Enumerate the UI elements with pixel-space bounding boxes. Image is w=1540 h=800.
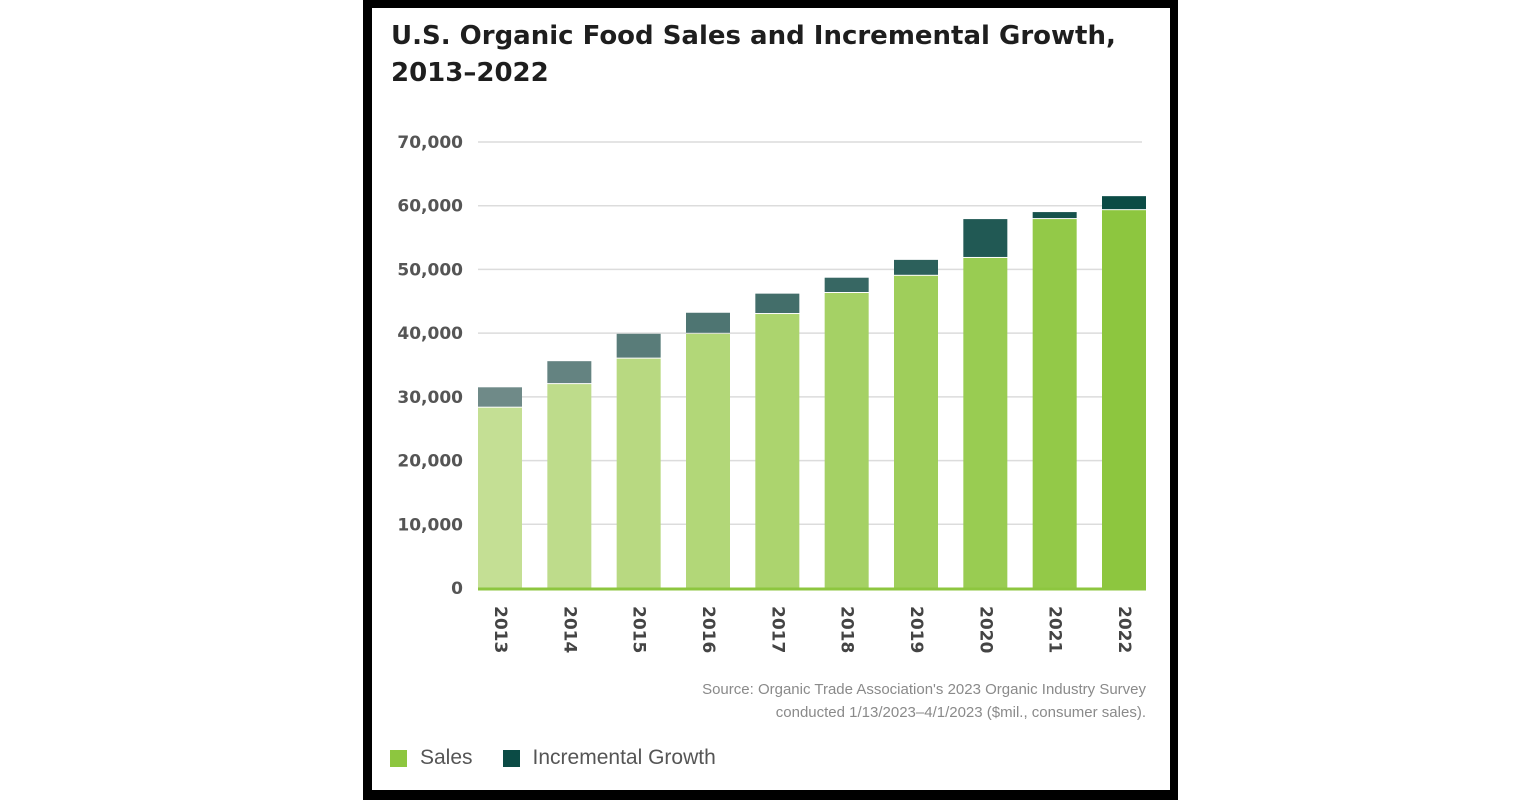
bar-growth-2015 [616, 333, 661, 358]
bar-sales-2020 [963, 257, 1008, 588]
bar-growth-2019 [894, 259, 938, 275]
y-tick-label: 40,000 [397, 324, 463, 344]
bar-sales-2019 [894, 275, 938, 588]
source-line-2: conducted 1/13/2023–4/1/2023 ($mil., con… [775, 704, 1146, 721]
x-tick-label: 2015 [629, 606, 649, 653]
x-tick-label: 2017 [767, 606, 787, 653]
bar-growth-2014 [547, 361, 592, 384]
bar-sales-2013 [478, 407, 522, 588]
x-tick-label: 2014 [559, 606, 579, 653]
x-tick-label: 2018 [837, 606, 857, 653]
bar-growth-2017 [755, 293, 800, 314]
legend-label-sales: Sales [420, 746, 473, 769]
bar-growth-2018 [824, 277, 869, 293]
legend: Sales Incremental Growth [390, 746, 746, 770]
bar-growth-2020 [963, 219, 1008, 257]
bar-sales-2016 [686, 333, 730, 588]
x-tick-label: 2020 [975, 606, 995, 653]
bar-sales-2022 [1102, 210, 1146, 588]
bar-sales-2017 [755, 314, 800, 588]
y-tick-label: 0 [451, 579, 463, 599]
y-tick-label: 70,000 [397, 133, 463, 153]
y-tick-label: 50,000 [397, 260, 463, 280]
x-tick-label: 2022 [1114, 606, 1134, 653]
bar-growth-2021 [1032, 212, 1077, 219]
y-tick-label: 60,000 [397, 197, 463, 217]
y-tick-label: 10,000 [397, 515, 463, 535]
x-tick-label: 2019 [906, 606, 926, 653]
bar-sales-2015 [616, 358, 661, 588]
y-tick-label: 20,000 [397, 452, 463, 472]
chart-title: U.S. Organic Food Sales and Incremental … [391, 21, 1116, 88]
legend-item-growth: Incremental Growth [502, 746, 716, 770]
y-tick-label: 30,000 [397, 388, 463, 408]
x-tick-label: 2013 [490, 606, 510, 653]
x-tick-label: 2016 [698, 606, 718, 653]
bar-sales-2018 [824, 293, 869, 588]
source-line-1: Source: Organic Trade Association's 2023… [702, 681, 1146, 698]
bar-growth-2016 [686, 312, 730, 333]
bar-sales-2014 [547, 384, 592, 588]
bar-growth-2022 [1102, 196, 1146, 210]
bar-sales-2021 [1032, 219, 1077, 588]
legend-label-growth: Incremental Growth [532, 746, 716, 769]
legend-swatch-sales [390, 749, 407, 767]
x-tick-label: 2021 [1045, 606, 1065, 653]
legend-item-sales: Sales [390, 746, 473, 770]
bar-growth-2013 [478, 387, 522, 407]
legend-swatch-growth [502, 749, 520, 767]
source-note: Source: Organic Trade Association's 2023… [702, 678, 1146, 724]
